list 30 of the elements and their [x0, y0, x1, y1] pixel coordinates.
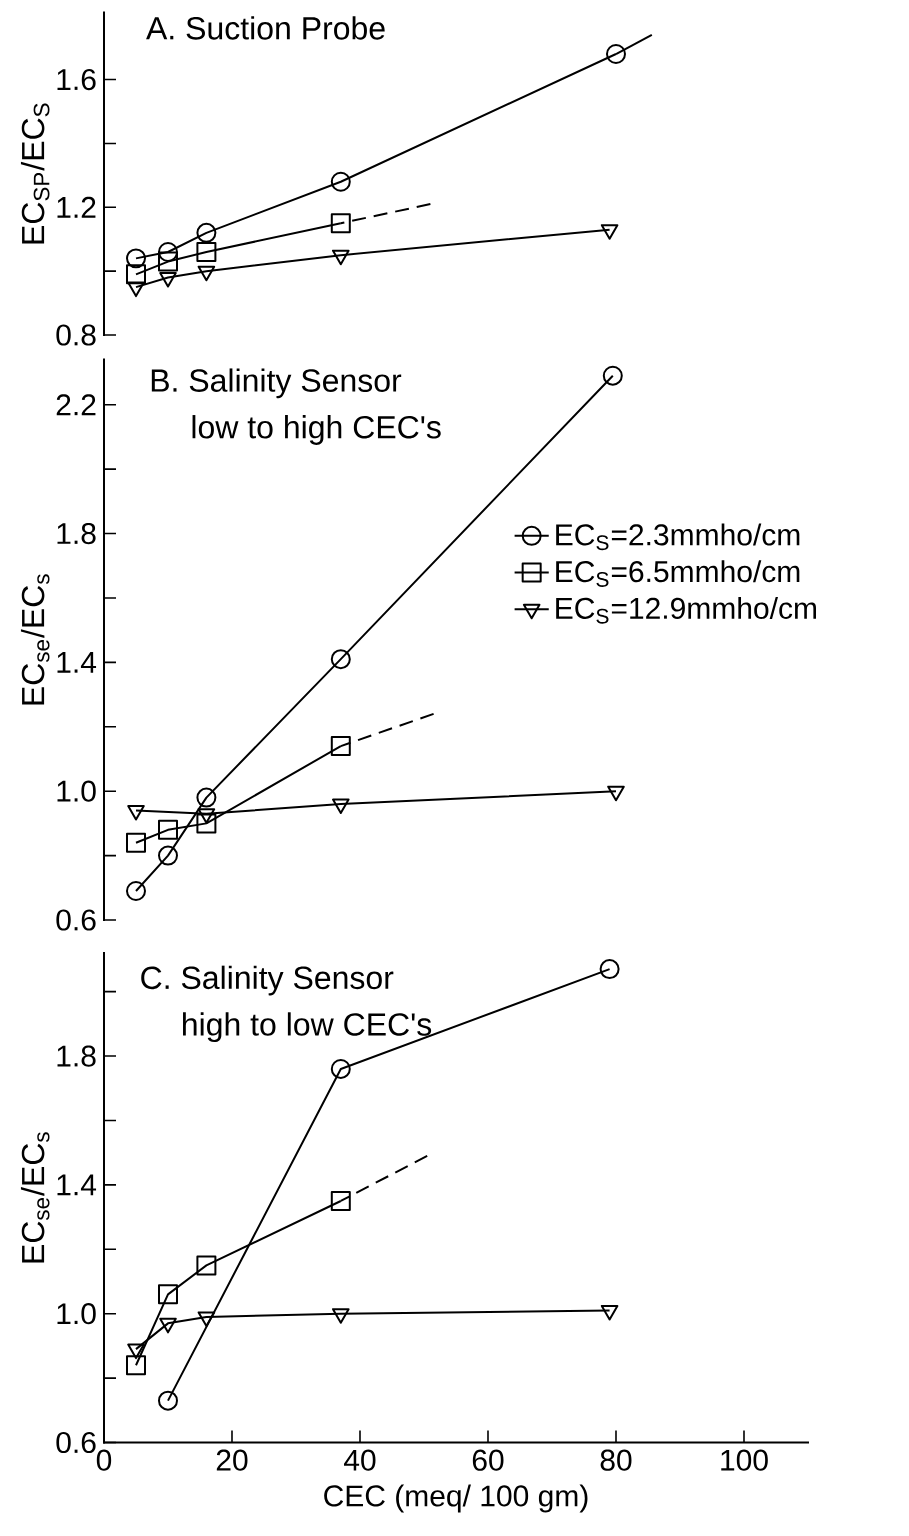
- legend-label: EC$_{S}$=2.3mmho/cm: [556, 523, 800, 551]
- x-tick-label: 40: [344, 1449, 376, 1471]
- legend-label: EC$_{S}$=6.5mmho/cm: [556, 560, 800, 587]
- x-axis-title: CEC (meq/ 100 gm): [324, 1484, 588, 1513]
- legend-label: EC$_{S}$=12.9mmho/cm: [556, 596, 816, 624]
- y-tick-label: 1.4: [57, 652, 97, 673]
- y-tick-label: 1.6: [57, 68, 96, 91]
- y-tick-label: 1.0: [57, 1303, 96, 1325]
- y-tick-label: 0.8: [56, 324, 96, 346]
- y-axis-title: EC$_{se}$/EC$_{s}$: [20, 574, 50, 705]
- y-tick-label: 1.8: [57, 1045, 96, 1067]
- y-axis-title: EC$_{SP}$/EC$_{S}$: [20, 103, 50, 244]
- x-tick-label: 20: [216, 1449, 248, 1471]
- y-tick-label: 1.4: [57, 1174, 97, 1196]
- chart-title: B. Salinity Sensor: [151, 368, 402, 399]
- y-axis-title: EC$_{se}$/EC$_{s}$: [20, 1132, 50, 1263]
- x-tick-label: 80: [600, 1449, 632, 1471]
- x-tick-label: 60: [472, 1449, 504, 1471]
- x-tick-label: 100: [721, 1449, 768, 1471]
- y-tick-label: 1.2: [57, 196, 96, 218]
- text: low to high CEC's: [192, 415, 441, 445]
- y-tick-label: 0.6: [56, 1431, 96, 1454]
- text: high to low CEC's: [183, 1012, 432, 1043]
- y-tick-label: 0.6: [56, 909, 96, 931]
- x-tick-label: 0: [96, 1449, 112, 1471]
- chart-title: C. Salinity Sensor: [141, 965, 394, 996]
- y-tick-label: 2.2: [56, 394, 96, 416]
- y-tick-label: 1.8: [57, 522, 96, 545]
- chart-title: A. Suction Probe: [146, 16, 385, 40]
- y-tick-label: 1.0: [57, 780, 96, 802]
